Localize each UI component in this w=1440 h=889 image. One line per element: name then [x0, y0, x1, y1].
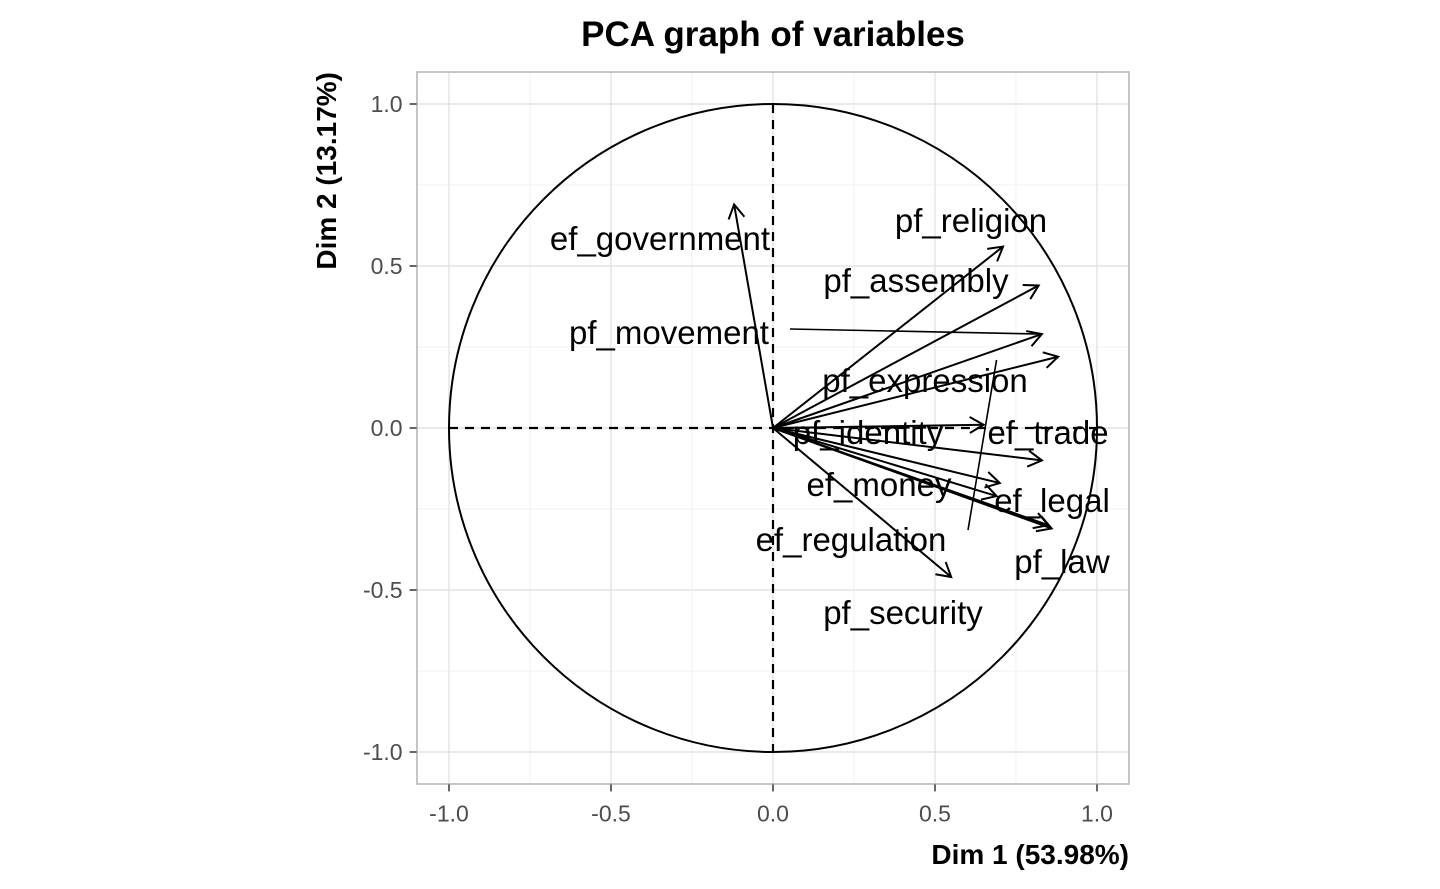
unit-circle	[448, 103, 1098, 753]
y-tick-label: 0.5	[371, 253, 403, 279]
label-pf-movement: pf_movement	[569, 314, 769, 351]
axis-ticks: -1.0 -0.5 0.0 0.5 1.0 -1.0 -0.5 0.0 0.5 1.0	[363, 91, 1113, 826]
arrow-pf-religion	[772, 245, 1005, 429]
y-tick-label: 0.0	[371, 415, 403, 441]
label-connector	[789, 328, 1042, 335]
y-tick-label: 1.0	[371, 91, 403, 117]
y-tick-label: -0.5	[363, 577, 403, 603]
label-pf-security: pf_security	[823, 594, 983, 631]
x-tick-label: 0.5	[919, 800, 951, 826]
plot-panel-border	[416, 71, 1130, 785]
x-tick-label: -0.5	[591, 800, 631, 826]
label-ef-regulation: ef_regulation	[756, 521, 947, 558]
label-ef-legal: ef_legal	[994, 482, 1110, 519]
label-pf-expression: pf_expression	[822, 362, 1027, 399]
label-pf-identity: pf_identity	[793, 414, 944, 451]
label-connector	[967, 359, 998, 531]
label-ef-trade: ef_trade	[987, 414, 1108, 451]
label-pf-law: pf_law	[1014, 543, 1110, 580]
y-tick-label: -1.0	[363, 739, 403, 765]
x-tick-label: -1.0	[429, 800, 469, 826]
x-tick-label: 0.0	[757, 800, 789, 826]
arrow-pf-law	[772, 427, 1054, 533]
label-pf-assembly: pf_assembly	[823, 262, 1009, 299]
variable-arrows	[727, 202, 1061, 579]
label-pf-religion: pf_religion	[895, 202, 1047, 239]
y-axis-title: Dim 2 (13.17%)	[311, 72, 342, 270]
chart-title: PCA graph of variables	[581, 15, 965, 54]
arrow-ef-government	[727, 202, 774, 429]
arrow-ef-money	[772, 427, 1002, 489]
x-axis-title: Dim 1 (53.98%)	[931, 839, 1129, 870]
arrow-pf-assembly	[772, 283, 1041, 429]
arrow-pf-security	[772, 427, 953, 579]
arrow-ef-regulation	[772, 427, 999, 501]
variable-labels: ef_government pf_religion pf_assembly pf_mo…	[550, 202, 1110, 631]
x-tick-label: 1.0	[1081, 800, 1113, 826]
label-ef-government: ef_government	[550, 220, 770, 257]
label-ef-money: ef_money	[807, 466, 952, 503]
arrow-pf-expression	[772, 351, 1061, 429]
arrow-pf-identity	[772, 416, 986, 434]
arrow-ef-trade	[772, 427, 1044, 468]
